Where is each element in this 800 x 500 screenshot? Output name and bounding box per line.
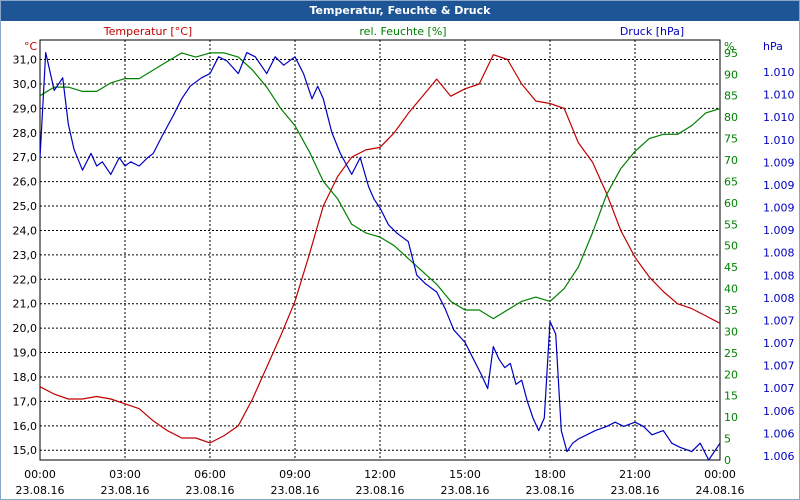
humidity-tick-label: 35 [724, 304, 738, 317]
pressure-tick-label: 1.006 [763, 450, 795, 463]
temperature-tick-label: 21,0 [13, 298, 38, 311]
humidity-axis-title: rel. Feuchte [%] [359, 25, 446, 38]
x-tick-time-label: 09:00 [279, 468, 311, 481]
temperature-tick-label: 27,0 [13, 151, 38, 164]
pressure-tick-label: 1.009 [763, 224, 795, 237]
humidity-tick-label: 60 [724, 197, 738, 210]
x-tick-time-label: 18:00 [534, 468, 566, 481]
humidity-tick-label: 80 [724, 111, 738, 124]
temperature-tick-label: 25,0 [13, 200, 38, 213]
humidity-tick-label: 0 [724, 454, 731, 467]
temperature-tick-label: 15,0 [13, 444, 38, 457]
temperature-tick-label: 23,0 [13, 249, 38, 262]
humidity-tick-label: 85 [724, 90, 738, 103]
temperature-tick-label: 26,0 [13, 176, 38, 189]
x-tick-time-label: 21:00 [619, 468, 651, 481]
x-tick-time-label: 03:00 [109, 468, 141, 481]
temperature-tick-label: 30,0 [13, 78, 38, 91]
temperature-tick-label: 28,0 [13, 127, 38, 140]
pressure-tick-label: 1.007 [763, 337, 795, 350]
x-tick-time-label: 12:00 [364, 468, 396, 481]
x-tick-time-label: 06:00 [194, 468, 226, 481]
pressure-tick-label: 1.010 [763, 111, 795, 124]
x-tick-date-label: 23.08.16 [186, 484, 235, 497]
humidity-tick-label: 95 [724, 47, 738, 60]
chart-title: Temperatur, Feuchte & Druck [309, 4, 491, 17]
pressure-tick-label: 1.009 [763, 202, 795, 215]
x-tick-date-label: 23.08.16 [101, 484, 150, 497]
humidity-tick-label: 75 [724, 133, 738, 146]
temperature-unit-label: °C [24, 40, 38, 53]
pressure-tick-label: 1.006 [763, 405, 795, 418]
pressure-tick-label: 1.007 [763, 314, 795, 327]
temperature-tick-label: 17,0 [13, 395, 38, 408]
humidity-unit-label: % [724, 40, 734, 53]
x-tick-date-label: 23.08.16 [611, 484, 660, 497]
humidity-tick-label: 20 [724, 368, 738, 381]
pressure-tick-label: 1.006 [763, 427, 795, 440]
pressure-tick-label: 1.009 [763, 156, 795, 169]
pressure-axis-title: Druck [hPa] [620, 25, 684, 38]
pressure-tick-label: 1.010 [763, 134, 795, 147]
temperature-tick-label: 16,0 [13, 420, 38, 433]
grid [39, 39, 721, 461]
temperature-tick-label: 20,0 [13, 322, 38, 335]
x-tick-time-label: 15:00 [449, 468, 481, 481]
x-tick-time-label: 00:00 [704, 468, 736, 481]
pressure-tick-label: 1.008 [763, 247, 795, 260]
x-tick-date-label: 23.08.16 [441, 484, 490, 497]
temperature-tick-label: 29,0 [13, 102, 38, 115]
series-layer [39, 51, 721, 461]
temperature-tick-label: 18,0 [13, 371, 38, 384]
humidity-tick-label: 25 [724, 347, 738, 360]
pressure-tick-label: 1.008 [763, 269, 795, 282]
x-tick-date-label: 24.08.16 [696, 484, 745, 497]
x-tick-date-label: 23.08.16 [271, 484, 320, 497]
x-tick-time-label: 00:00 [24, 468, 56, 481]
pressure-tick-label: 1.007 [763, 360, 795, 373]
temperature-tick-label: 31,0 [13, 54, 38, 67]
humidity-tick-label: 90 [724, 68, 738, 81]
pressure-series-line [39, 51, 721, 461]
humidity-series-line [39, 52, 721, 320]
humidity-tick-label: 10 [724, 411, 738, 424]
humidity-tick-label: 40 [724, 283, 738, 296]
humidity-tick-label: 5 [724, 433, 731, 446]
x-tick-date-label: 23.08.16 [356, 484, 405, 497]
pressure-tick-label: 1.009 [763, 179, 795, 192]
x-tick-date-label: 23.08.16 [16, 484, 65, 497]
pressure-tick-label: 1.010 [763, 89, 795, 102]
x-tick-date-label: 23.08.16 [526, 484, 575, 497]
temperature-axis-title: Temperatur [°C] [103, 25, 192, 38]
humidity-tick-label: 70 [724, 154, 738, 167]
window-title-bar: Temperatur, Feuchte & Druck [1, 1, 799, 21]
pressure-unit-label: hPa [763, 40, 783, 53]
temperature-tick-label: 24,0 [13, 224, 38, 237]
humidity-tick-label: 65 [724, 175, 738, 188]
pressure-tick-label: 1.010 [763, 66, 795, 79]
pressure-tick-label: 1.007 [763, 382, 795, 395]
pressure-tick-label: 1.008 [763, 292, 795, 305]
humidity-tick-label: 15 [724, 390, 738, 403]
axes: 00:00 23.08.16 03:00 23.08.16 06:00 23.08.16 0… [13, 25, 795, 497]
humidity-tick-label: 55 [724, 218, 738, 231]
temperature-tick-label: 22,0 [13, 273, 38, 286]
humidity-tick-label: 50 [724, 240, 738, 253]
humidity-tick-label: 45 [724, 261, 738, 274]
humidity-tick-label: 30 [724, 325, 738, 338]
temperature-tick-label: 19,0 [13, 347, 38, 360]
